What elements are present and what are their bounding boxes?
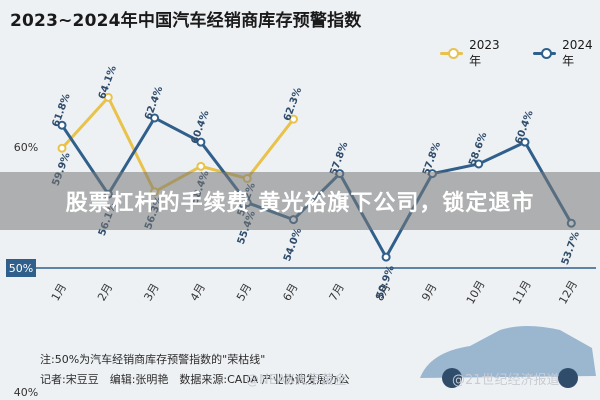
footnote-credits: 记者:宋豆豆 编辑:张明艳 数据来源:CADA 产业协调发展办公 — [40, 373, 350, 386]
data-point — [150, 113, 160, 123]
data-point — [381, 252, 391, 262]
data-point — [196, 161, 206, 171]
chart-legend: 2023年 2024年 — [440, 38, 600, 69]
data-label: 64.1% — [97, 64, 119, 100]
data-point — [474, 159, 484, 169]
car-illustration — [420, 326, 596, 378]
x-tick-label: 3月 — [141, 281, 161, 303]
overlay-banner: 股票杠杆的手续费 黄光裕旗下公司，锁定退市 — [0, 172, 600, 230]
data-point — [196, 137, 206, 147]
legend-label-2023: 2023年 — [469, 38, 500, 68]
legend-swatch-2023 — [440, 48, 464, 59]
data-label: 62.4% — [143, 85, 165, 121]
watermark-right: @21世纪经济报道 — [452, 373, 560, 388]
x-tick-label: 2月 — [95, 281, 115, 303]
data-label: 60.4% — [189, 109, 211, 145]
data-label: 61.8% — [51, 92, 73, 128]
y-tick-label: 60% — [14, 141, 38, 154]
data-label: 62.3% — [282, 86, 304, 122]
data-label: 54.0% — [282, 227, 304, 263]
y-tick-label: 50% — [9, 262, 33, 275]
x-tick-label: 4月 — [188, 281, 208, 303]
legend-label-2024: 2024年 — [562, 38, 593, 68]
x-tick-label: 11月 — [510, 278, 534, 306]
data-point — [103, 92, 113, 102]
legend-item-2024: 2024年 — [533, 38, 600, 69]
data-point — [57, 143, 67, 153]
threshold-tag — [6, 259, 36, 277]
x-tick-label: 5月 — [234, 281, 254, 303]
x-tick-label: 12月 — [556, 278, 580, 306]
x-tick-label: 10月 — [464, 278, 488, 306]
y-tick-label: 40% — [14, 386, 38, 399]
data-label: 60.4% — [514, 109, 536, 145]
legend-swatch-2024 — [533, 48, 557, 59]
legend-item-2023: 2023年 — [440, 38, 507, 69]
x-tick-label: 7月 — [327, 281, 347, 303]
x-tick-label: 9月 — [419, 281, 439, 303]
data-label: 50.9% — [375, 264, 397, 300]
data-label: 53.7% — [560, 230, 582, 266]
x-tick-label: 1月 — [49, 281, 69, 303]
car-wheel-front — [442, 368, 462, 388]
data-point — [57, 120, 67, 130]
car-wheel-rear — [558, 368, 578, 388]
data-point — [520, 137, 530, 147]
footnote-threshold: 注:50%为汽车经销商库存预警指数的"荣枯线" — [40, 353, 266, 366]
watermark-left: @NEAX大字黄金 — [246, 373, 347, 388]
chart-title: 2023~2024年中国汽车经销商库存预警指数 — [10, 11, 362, 31]
data-point — [289, 114, 298, 124]
x-tick-label: 6月 — [280, 281, 300, 303]
